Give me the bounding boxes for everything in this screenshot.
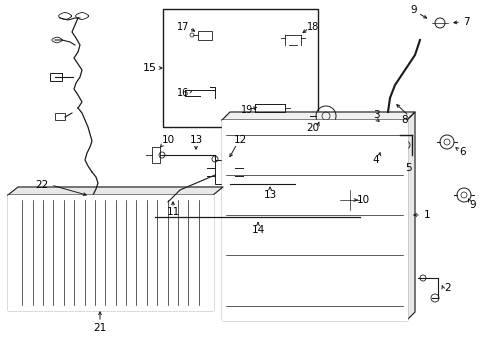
Bar [215, 160, 235, 184]
Bar [94, 200, 108, 210]
Polygon shape [222, 120, 407, 320]
Text: 10: 10 [356, 195, 369, 205]
Text: 20: 20 [306, 123, 319, 133]
Bar [55, 113, 65, 120]
Text: 16: 16 [177, 88, 189, 98]
Bar [282, 182, 347, 200]
Text: 19: 19 [241, 105, 253, 115]
Text: 13: 13 [264, 190, 277, 200]
Bar [272, 212, 310, 240]
Text: 4: 4 [373, 155, 379, 165]
Bar [360, 142, 398, 170]
Text: 10: 10 [161, 135, 174, 145]
Text: 17: 17 [177, 22, 189, 32]
Text: 22: 22 [35, 180, 49, 190]
Polygon shape [8, 195, 213, 310]
Bar [222, 120, 407, 320]
Bar [152, 147, 160, 163]
Text: 5: 5 [406, 163, 412, 173]
Bar [360, 212, 398, 240]
Text: 6: 6 [460, 147, 466, 157]
Bar [272, 274, 310, 302]
Bar [318, 274, 356, 302]
Bar [8, 195, 213, 310]
Text: 3: 3 [373, 110, 379, 120]
Bar [390, 126, 398, 136]
Text: 9: 9 [411, 5, 417, 15]
Polygon shape [8, 187, 223, 195]
Text: 2: 2 [445, 283, 451, 293]
Text: 14: 14 [251, 225, 265, 235]
Polygon shape [222, 112, 415, 120]
Bar [230, 212, 268, 240]
Bar [230, 274, 268, 302]
Bar [318, 142, 356, 170]
Bar [163, 9, 318, 127]
Text: 1: 1 [424, 210, 430, 220]
Bar [378, 120, 390, 142]
Text: 12: 12 [233, 135, 246, 145]
Text: 21: 21 [94, 323, 107, 333]
Text: 13: 13 [189, 135, 203, 145]
Text: 9: 9 [470, 200, 476, 210]
Bar [360, 274, 398, 302]
Bar [93, 200, 107, 210]
Text: 11: 11 [167, 207, 180, 217]
Text: 8: 8 [402, 115, 408, 125]
Bar [230, 142, 268, 170]
Text: 18: 18 [307, 22, 319, 32]
Text: 7: 7 [463, 17, 469, 27]
Bar [318, 212, 356, 240]
Polygon shape [407, 112, 415, 320]
Bar [50, 73, 62, 81]
Bar [272, 142, 310, 170]
Bar [198, 31, 212, 40]
Text: 15: 15 [143, 63, 157, 73]
